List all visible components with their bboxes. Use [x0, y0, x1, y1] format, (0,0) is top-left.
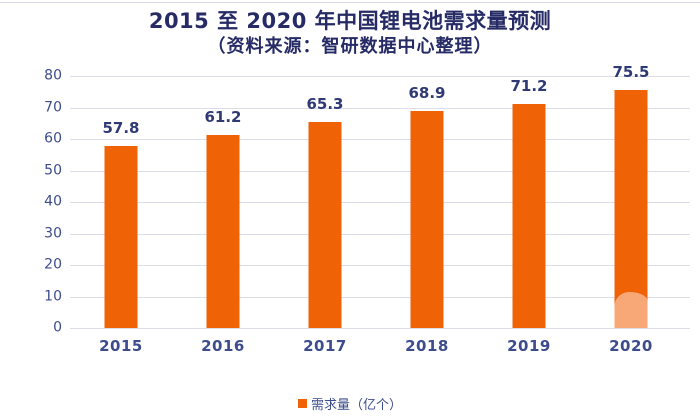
- plot-area: 0 10 20 30 40 50 60 70 80 57.8 61.2 65.3 68.9 71.2 75.…: [44, 63, 690, 336]
- y-tick-label: 0: [53, 319, 62, 336]
- legend-swatch-icon: [297, 399, 307, 408]
- bar: [308, 122, 342, 328]
- bar: [104, 145, 138, 328]
- x-axis-label: 2020: [609, 337, 653, 355]
- gridline: [70, 328, 690, 329]
- bar-value-label: 71.2: [510, 76, 548, 95]
- bar-value-label: 75.5: [612, 63, 650, 82]
- chart-title: 2015 至 2020 年中国锂电池需求量预测: [148, 9, 552, 33]
- y-tick-label: 40: [44, 193, 62, 210]
- x-axis-label: 2017: [303, 337, 347, 355]
- bar-column: 61.2: [172, 76, 274, 328]
- gridline: [70, 202, 690, 203]
- gridline: [70, 76, 690, 77]
- bar-column: 65.3: [274, 76, 376, 328]
- bar: [512, 103, 546, 328]
- x-axis-label: 2015: [99, 337, 143, 355]
- gridline: [70, 170, 690, 172]
- bar: [410, 110, 444, 328]
- y-tick-label: 50: [44, 162, 62, 179]
- bar-value-label: 57.8: [102, 118, 140, 137]
- y-tick-label: 30: [44, 225, 62, 242]
- gridline: [70, 296, 690, 298]
- top-divider: [0, 2, 700, 3]
- bar-column: 75.5: [580, 63, 682, 328]
- x-axis-label: 2019: [507, 337, 551, 355]
- x-axis-label: 2016: [201, 337, 245, 355]
- bar-value-label: 68.9: [408, 83, 446, 102]
- x-axis-labels: 2015 2016 2017 2018 2019 2020: [70, 337, 682, 355]
- gridline: [70, 265, 690, 266]
- bar-value-label: 65.3: [306, 95, 344, 114]
- y-tick-label: 80: [44, 67, 62, 84]
- bars-container: 57.8 61.2 65.3 68.9 71.2 75.5: [70, 63, 682, 328]
- legend-label: 需求量（亿个）: [310, 398, 402, 413]
- chart-area: 0 10 20 30 40 50 60 70 80 57.8 61.2 65.3 68.9 71.2 75.…: [44, 63, 690, 355]
- chart-subtitle: （资料来源：智研数据中心整理）: [207, 36, 493, 57]
- y-tick-label: 60: [44, 130, 62, 147]
- bar-column: 71.2: [478, 76, 580, 328]
- bar-column: 57.8: [70, 76, 172, 328]
- bar: [614, 90, 648, 328]
- bar: [206, 135, 240, 328]
- gridline: [70, 107, 690, 109]
- bar-value-label: 61.2: [204, 108, 242, 127]
- legend: 需求量（亿个）: [0, 394, 700, 413]
- bar-column: 68.9: [376, 76, 478, 328]
- gridline: [70, 233, 690, 235]
- x-axis-label: 2018: [405, 337, 449, 355]
- y-tick-label: 70: [44, 99, 62, 116]
- gridline: [70, 139, 690, 140]
- y-tick-label: 10: [44, 288, 62, 305]
- y-tick-label: 20: [44, 256, 62, 273]
